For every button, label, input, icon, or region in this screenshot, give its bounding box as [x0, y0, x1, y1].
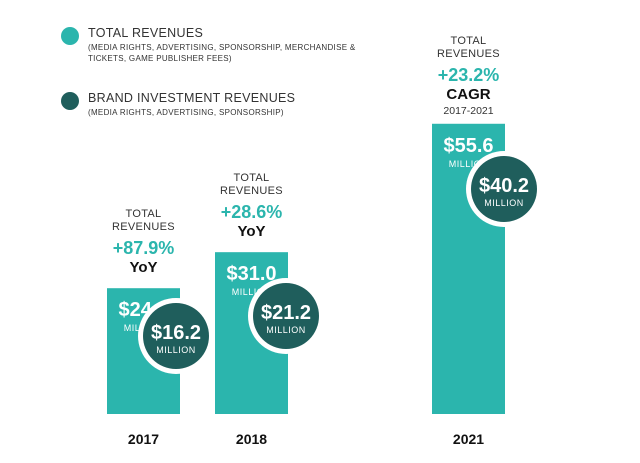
total-value-2021: $55.6	[443, 135, 493, 157]
annot-label-2-2021: REVENUES	[437, 48, 500, 60]
legend-marker-2	[61, 92, 79, 110]
growth-2021: +23.2%	[438, 65, 500, 85]
legend-desc-1-2: TICKETS, GAME PUBLISHER FEES)	[88, 54, 232, 63]
x-label-2017: 2017	[128, 431, 159, 447]
brand-value-2018: $21.2	[261, 302, 311, 324]
x-label-2021: 2021	[453, 431, 484, 447]
brand-unit-2021: MILLION	[484, 198, 524, 208]
period-range-2021: 2017-2021	[443, 105, 493, 117]
period-2018: YoY	[237, 223, 265, 240]
legend-title-1: TOTAL REVENUES	[88, 26, 203, 40]
period-2017: YoY	[129, 259, 157, 276]
growth-2018: +28.6%	[221, 202, 283, 222]
annot-label-1-2021: TOTAL	[451, 35, 487, 47]
total-value-2018: $31.0	[226, 263, 276, 285]
legend-desc-2-1: (MEDIA RIGHTS, ADVERTISING, SPONSORSHIP)	[88, 108, 284, 117]
period-2021: CAGR	[446, 86, 490, 103]
legend-marker-1	[61, 27, 79, 45]
total-unit-2021: MILLION	[449, 159, 489, 169]
brand-unit-2018: MILLION	[266, 325, 306, 335]
brand-circle-2021	[471, 156, 537, 222]
legend: TOTAL REVENUES (MEDIA RIGHTS, ADVERTISING…	[61, 26, 356, 117]
annot-label-2-2017: REVENUES	[112, 221, 175, 233]
brand-circle-2017	[143, 303, 209, 369]
growth-2017: +87.9%	[113, 238, 175, 258]
brand-value-2017: $16.2	[151, 322, 201, 344]
legend-title-2: BRAND INVESTMENT REVENUES	[88, 91, 295, 105]
brand-unit-2017: MILLION	[156, 345, 196, 355]
brand-value-2021: $40.2	[479, 175, 529, 197]
annot-label-1-2018: TOTAL	[234, 172, 270, 184]
x-axis-labels: 2017 2018 2021	[128, 431, 484, 447]
annot-label-2-2018: REVENUES	[220, 185, 283, 197]
total-unit-2018: MILLION	[232, 287, 272, 297]
x-label-2018: 2018	[236, 431, 267, 447]
legend-desc-1-1: (MEDIA RIGHTS, ADVERTISING, SPONSORSHIP,…	[88, 43, 356, 52]
annotations: TOTALREVENUES+87.9%YoYTOTALREVENUES+28.6…	[112, 35, 500, 276]
brand-circle-2018	[253, 283, 319, 349]
annot-label-1-2017: TOTAL	[126, 208, 162, 220]
